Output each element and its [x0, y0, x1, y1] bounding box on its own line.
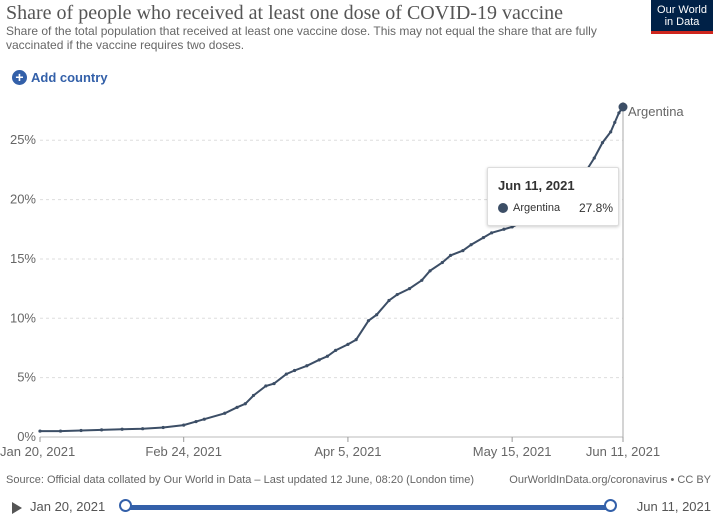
data-point: [235, 405, 239, 409]
chart-title: Share of people who received at least on…: [6, 2, 564, 24]
data-point: [194, 419, 198, 424]
data-point: [264, 384, 268, 388]
data-point: [305, 364, 309, 368]
data-point: [58, 429, 63, 433]
data-point: [223, 411, 227, 415]
data-point: [420, 278, 424, 282]
data-point: [600, 141, 605, 145]
tooltip: Jun 11, 2021 Argentina 27.8%: [487, 167, 619, 226]
data-point: [407, 287, 412, 291]
chart-subtitle: Share of the total population that recei…: [6, 24, 597, 52]
data-point: [461, 249, 465, 253]
data-point: [251, 393, 256, 398]
data-point: [346, 342, 350, 347]
timeline-start-handle[interactable]: [119, 499, 132, 512]
timeline-track[interactable]: [127, 505, 610, 510]
y-axis: 0% 5% 10% 15% 20% 25%: [10, 132, 36, 444]
x-tick-label: Jun 11, 2021: [586, 444, 660, 459]
y-tick-label: 10%: [10, 310, 36, 325]
data-point: [334, 348, 338, 352]
series-layer: Argentina: [38, 102, 684, 433]
timeline[interactable]: Jan 20, 2021 Jun 11, 2021: [0, 494, 719, 517]
data-point: [38, 429, 42, 433]
data-point: [79, 428, 83, 433]
data-point: [161, 425, 165, 430]
data-point: [366, 319, 371, 323]
logo-line-2: in Data: [664, 16, 700, 28]
timeline-end-date: Jun 11, 2021: [636, 499, 711, 514]
data-point: [354, 338, 358, 342]
x-tick-label: May 15, 2021: [473, 444, 552, 459]
x-tick-label: Apr 5, 2021: [314, 444, 381, 459]
series-dot-icon: [498, 203, 508, 213]
tooltip-series-name: Argentina: [513, 202, 561, 214]
x-tick-label: Feb 24, 2021: [145, 444, 222, 459]
data-point: [395, 292, 399, 297]
x-axis: Jan 20, 2021 Feb 24, 2021 Apr 5, 2021 May 1…: [0, 437, 660, 459]
data-point: [325, 354, 329, 358]
data-point: [182, 423, 186, 427]
add-country-button[interactable]: + Add country: [12, 70, 108, 85]
plus-icon: +: [12, 70, 27, 85]
data-point: [617, 111, 621, 115]
timeline-start-date: Jan 20, 2021: [30, 499, 106, 514]
data-point: [502, 227, 506, 231]
series-line: [40, 106, 624, 433]
tooltip-date: Jun 11, 2021: [498, 178, 575, 193]
source-link[interactable]: OurWorldInData.org/coronavirus • CC BY: [509, 474, 711, 486]
y-tick-label: 0%: [17, 429, 36, 444]
data-point: [272, 381, 276, 386]
source-note: Source: Official data collated by Our Wo…: [6, 474, 474, 486]
y-tick-label: 15%: [10, 251, 36, 266]
y-tick-label: 20%: [10, 192, 36, 207]
data-point: [448, 253, 453, 257]
data-point: [440, 260, 444, 265]
data-point: [387, 298, 391, 303]
data-point: [481, 235, 486, 240]
y-tick-label: 5%: [17, 370, 36, 385]
data-point: [317, 358, 321, 362]
data-point: [469, 243, 473, 247]
data-point: [292, 368, 297, 373]
highlight-point: [618, 102, 628, 112]
data-point: [99, 428, 104, 432]
tooltip-row: Argentina 27.8%: [498, 201, 613, 215]
data-point: [375, 313, 379, 317]
line-chart[interactable]: 0% 5% 10% 15% 20% 25% Jan 20, 2021 Feb 24, 202…: [0, 0, 719, 470]
tooltip-value: 27.8%: [578, 201, 613, 215]
data-point: [609, 130, 613, 134]
data-point: [141, 427, 145, 431]
timeline-end-handle[interactable]: [604, 499, 617, 512]
series-end-label: Argentina: [628, 104, 684, 119]
y-tick-label: 25%: [10, 132, 36, 147]
owid-logo[interactable]: Our World in Data: [651, 0, 713, 34]
data-point: [592, 156, 596, 160]
data-point: [120, 427, 124, 431]
add-country-label: Add country: [31, 70, 108, 85]
data-point: [284, 372, 288, 376]
data-point: [490, 231, 494, 235]
play-icon[interactable]: [12, 502, 22, 514]
grid-lines: [40, 102, 624, 438]
x-tick-label: Jan 20, 2021: [0, 444, 75, 459]
data-point: [428, 269, 432, 273]
data-point: [510, 225, 514, 229]
data-point: [202, 417, 206, 421]
logo-line-1: Our World: [657, 4, 707, 16]
data-point: [613, 120, 617, 125]
data-point: [243, 402, 247, 406]
